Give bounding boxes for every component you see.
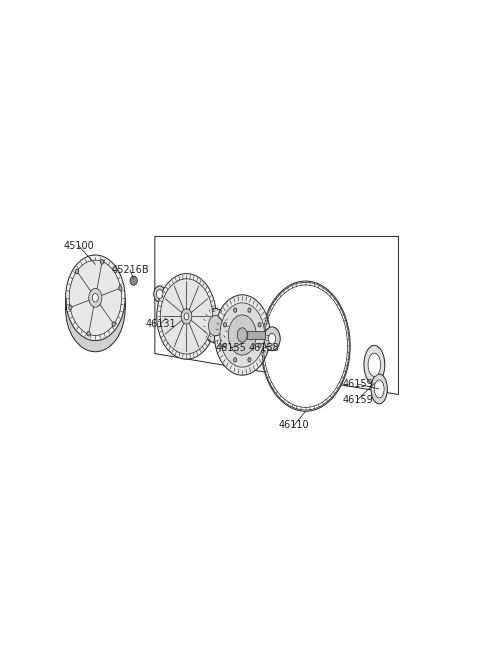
Ellipse shape: [75, 269, 79, 274]
Ellipse shape: [258, 323, 261, 327]
Text: 46110: 46110: [279, 420, 310, 430]
Ellipse shape: [204, 308, 228, 343]
Ellipse shape: [119, 286, 122, 291]
Ellipse shape: [156, 289, 163, 298]
Ellipse shape: [100, 260, 104, 264]
Ellipse shape: [154, 286, 166, 302]
Text: 46159: 46159: [342, 379, 373, 389]
Ellipse shape: [66, 266, 125, 352]
Ellipse shape: [234, 308, 237, 312]
Ellipse shape: [371, 374, 387, 404]
Text: 45100: 45100: [63, 241, 94, 251]
Ellipse shape: [130, 276, 137, 285]
Ellipse shape: [228, 315, 256, 355]
Ellipse shape: [268, 333, 276, 344]
Ellipse shape: [160, 279, 213, 354]
Ellipse shape: [258, 343, 261, 348]
Text: 46159: 46159: [342, 395, 373, 405]
Ellipse shape: [368, 353, 381, 377]
Ellipse shape: [261, 281, 350, 411]
Ellipse shape: [69, 260, 121, 335]
Text: 45216B: 45216B: [111, 265, 149, 275]
Text: 46158: 46158: [249, 343, 279, 353]
Ellipse shape: [92, 293, 98, 302]
Ellipse shape: [66, 255, 125, 340]
Ellipse shape: [364, 346, 385, 384]
Ellipse shape: [248, 308, 251, 312]
Ellipse shape: [87, 331, 90, 336]
Ellipse shape: [181, 309, 192, 324]
Ellipse shape: [374, 380, 384, 398]
Ellipse shape: [264, 327, 280, 350]
Text: 46155: 46155: [216, 343, 247, 353]
Ellipse shape: [184, 313, 189, 320]
Ellipse shape: [157, 274, 216, 359]
Bar: [247, 331, 265, 339]
Ellipse shape: [224, 323, 227, 327]
Text: 46131: 46131: [145, 319, 176, 329]
Ellipse shape: [112, 321, 115, 327]
Ellipse shape: [224, 343, 227, 348]
Ellipse shape: [248, 358, 251, 362]
Ellipse shape: [237, 328, 247, 342]
Ellipse shape: [215, 295, 270, 375]
Ellipse shape: [89, 289, 102, 307]
Ellipse shape: [234, 358, 237, 362]
Ellipse shape: [220, 303, 264, 367]
Ellipse shape: [69, 305, 72, 310]
Ellipse shape: [208, 316, 223, 336]
